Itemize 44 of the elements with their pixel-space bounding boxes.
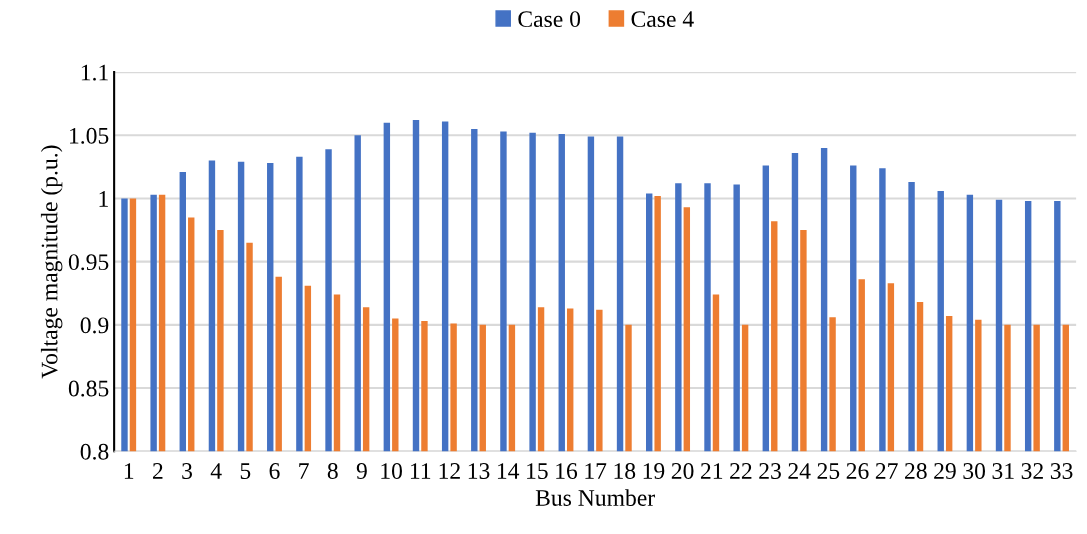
y-tick-label: 0.8	[80, 443, 109, 460]
y-tick-label: 0.9	[80, 317, 109, 334]
x-tick-label: 6	[269, 463, 280, 479]
x-tick-label: 24	[788, 463, 811, 479]
x-tick-label: 5	[240, 463, 251, 479]
x-tick-label: 12	[439, 463, 460, 479]
y-tick-label: 1.05	[70, 127, 109, 144]
x-tick-label: 29	[934, 463, 956, 479]
y-tick-label: 0.85	[68, 380, 109, 397]
x-tick-label: 9	[356, 463, 367, 479]
x-tick-label: 3	[182, 463, 192, 479]
y-tick-label: 1	[99, 191, 108, 207]
x-tick-label: 17	[585, 463, 607, 479]
x-tick-label: 25	[817, 463, 840, 479]
legend-label: Case 4	[631, 11, 694, 28]
x-tick-label: 4	[210, 463, 222, 479]
x-axis-title: Bus Number	[535, 489, 655, 506]
x-tick-label: 19	[643, 463, 665, 479]
x-tick-label: 23	[759, 463, 781, 479]
x-tick-label: 16	[556, 463, 578, 479]
x-tick-label: 2	[153, 463, 163, 479]
y-axis-title: Voltage magnitude (p.u.)	[40, 145, 63, 379]
x-tick-label: 30	[963, 463, 986, 479]
x-tick-label: 15	[527, 463, 548, 479]
x-tick-label: 22	[730, 463, 752, 479]
x-tick-label: 28	[905, 463, 927, 479]
x-tick-label: 27	[875, 463, 898, 479]
legend-label: Case 0	[518, 11, 581, 28]
x-tick-label: 7	[299, 463, 309, 479]
x-tick-label: 8	[327, 463, 338, 479]
x-tick-label: 21	[700, 463, 723, 479]
x-tick-label: 14	[497, 463, 520, 479]
y-tick-label: 0.95	[68, 254, 109, 271]
x-tick-label: 26	[846, 463, 869, 479]
x-tick-label: 31	[992, 463, 1014, 479]
x-tick-label: 11	[410, 463, 431, 479]
x-tick-label: 20	[671, 463, 694, 479]
x-tick-label: 32	[1021, 463, 1043, 479]
y-tick-label: 1.1	[81, 64, 108, 81]
x-tick-label: 1	[124, 463, 134, 479]
x-tick-label: 13	[468, 463, 490, 479]
x-tick-label: 10	[381, 463, 402, 479]
x-tick-label: 33	[1050, 463, 1073, 479]
x-tick-label: 18	[614, 463, 636, 479]
